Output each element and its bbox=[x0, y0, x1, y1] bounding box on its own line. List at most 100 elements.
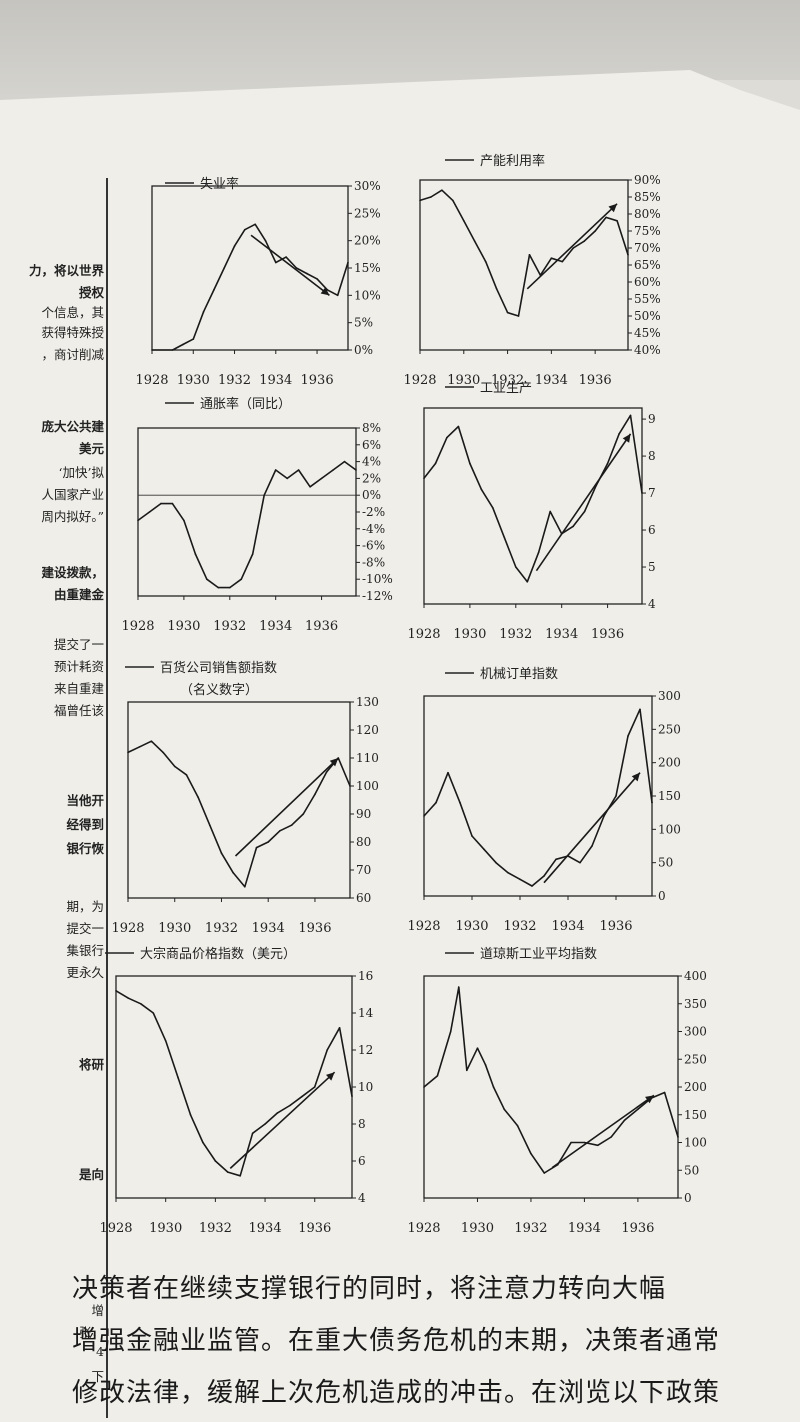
y-tick-label: 150 bbox=[684, 1108, 707, 1122]
sidebar-line: 授权 bbox=[78, 285, 104, 300]
data-point bbox=[627, 735, 629, 737]
y-tick-label: 90% bbox=[634, 173, 661, 187]
data-point bbox=[484, 260, 487, 263]
data-point bbox=[274, 261, 277, 264]
sidebar-line: 下 bbox=[91, 1369, 104, 1384]
trend-arrow-head bbox=[320, 287, 330, 296]
data-point bbox=[239, 1175, 242, 1177]
sidebar-line: 当他开 bbox=[66, 793, 104, 808]
x-tick-label: 1936 bbox=[579, 373, 612, 388]
data-point bbox=[351, 1095, 353, 1098]
data-point bbox=[514, 566, 517, 568]
data-point bbox=[484, 1064, 487, 1066]
y-tick-label: 50% bbox=[634, 309, 661, 323]
body-line-1: 决策者在继续支撑银行的同时，将注意力转向大幅 bbox=[72, 1274, 667, 1304]
chart-title: 大宗商品价格指数（美元） bbox=[140, 946, 296, 962]
data-point bbox=[423, 1086, 425, 1088]
trend-arrow-head bbox=[329, 758, 339, 767]
data-point bbox=[572, 247, 575, 249]
data-point bbox=[297, 469, 300, 471]
data-point bbox=[254, 223, 256, 226]
data-point bbox=[213, 289, 215, 291]
data-point bbox=[639, 708, 641, 711]
y-tick-label: 8% bbox=[362, 421, 381, 435]
data-point bbox=[605, 216, 607, 219]
trend-arrow bbox=[543, 772, 641, 884]
data-point bbox=[555, 858, 557, 861]
y-tick-label: 80 bbox=[356, 835, 371, 849]
data-point bbox=[320, 477, 323, 480]
y-tick-label: 0 bbox=[684, 1191, 692, 1205]
data-point bbox=[462, 220, 465, 222]
chart-title: 百货公司销售额指数 bbox=[160, 660, 277, 676]
y-tick-label: 10 bbox=[358, 1080, 373, 1094]
x-tick-label: 1928 bbox=[403, 373, 436, 388]
data-point bbox=[572, 525, 574, 528]
x-tick-label: 1934 bbox=[545, 627, 578, 642]
data-point bbox=[677, 1136, 679, 1138]
data-point bbox=[220, 852, 223, 854]
data-point bbox=[447, 771, 449, 774]
y-tick-label: 110 bbox=[356, 751, 379, 765]
data-point bbox=[495, 288, 498, 290]
y-tick-label: 0 bbox=[658, 889, 666, 903]
data-point bbox=[233, 245, 236, 247]
x-tick-label: 1936 bbox=[599, 919, 632, 934]
trend-arrow bbox=[535, 433, 632, 572]
y-tick-label: 350 bbox=[684, 997, 707, 1011]
sidebar-column bbox=[0, 178, 108, 1418]
x-tick-label: 1928 bbox=[121, 619, 154, 634]
trend-arrow bbox=[229, 1071, 336, 1169]
data-point bbox=[150, 740, 153, 742]
y-tick-label: -8% bbox=[362, 555, 385, 569]
y-tick-label: 20% bbox=[354, 234, 381, 248]
y-tick-label: 15% bbox=[354, 261, 381, 275]
body-line-2: 增强金融业监管。在重大债务危机的末期，决策者通常 bbox=[72, 1326, 721, 1356]
data-point bbox=[152, 1012, 155, 1014]
x-tick-label: 1934 bbox=[259, 619, 292, 634]
plot-frame bbox=[423, 975, 679, 1199]
data-point bbox=[295, 267, 298, 269]
data-point bbox=[506, 311, 509, 314]
data-point bbox=[434, 462, 437, 465]
series-line bbox=[115, 990, 353, 1177]
sidebar-line: 经得到 bbox=[66, 817, 104, 832]
data-point bbox=[627, 254, 629, 256]
data-point bbox=[138, 746, 141, 748]
y-tick-label: 8 bbox=[648, 449, 656, 463]
data-point bbox=[492, 1086, 495, 1088]
y-tick-label: 6% bbox=[362, 438, 381, 452]
data-point bbox=[618, 433, 620, 435]
series-line bbox=[423, 708, 653, 887]
y-tick-label: 5 bbox=[648, 560, 656, 574]
trend-arrow bbox=[551, 1094, 655, 1169]
data-point bbox=[189, 1113, 192, 1116]
sidebar-line: 力，将以世界 bbox=[28, 263, 104, 278]
trend-arrow-head bbox=[325, 1072, 335, 1081]
series-line bbox=[423, 986, 679, 1174]
series-line bbox=[137, 460, 357, 589]
chart-title: 通胀率（同比） bbox=[200, 396, 291, 412]
y-tick-label: 50 bbox=[684, 1163, 699, 1177]
trend-arrow bbox=[234, 757, 339, 857]
data-point bbox=[457, 425, 460, 428]
y-tick-label: 120 bbox=[356, 723, 379, 737]
chart-4: 百货公司销售额指数 （名义数字） 1928 1930 1932 1934 1936 130 12… bbox=[111, 660, 378, 936]
sidebar-line: 由重建金 bbox=[53, 587, 104, 602]
data-point bbox=[171, 502, 174, 505]
y-tick-label: 4% bbox=[362, 455, 381, 469]
trend-arrow-head bbox=[631, 772, 640, 782]
data-point bbox=[151, 349, 153, 351]
data-point bbox=[606, 462, 609, 465]
sidebar-line: 庞大公共建 bbox=[41, 419, 104, 434]
y-tick-label: 100 bbox=[356, 779, 379, 793]
data-point bbox=[274, 469, 277, 471]
data-point bbox=[206, 578, 208, 580]
x-tick-label: 1928 bbox=[407, 627, 440, 642]
y-tick-label: 250 bbox=[684, 1052, 707, 1066]
sidebar-line: 福曾任该 bbox=[53, 703, 104, 718]
data-point bbox=[561, 260, 564, 263]
y-tick-label: -10% bbox=[362, 572, 393, 586]
data-point bbox=[223, 267, 226, 269]
chart-3: 工业生产 1928 1930 1932 1934 1936 9 8 7 6 5 4 bbox=[407, 381, 656, 642]
